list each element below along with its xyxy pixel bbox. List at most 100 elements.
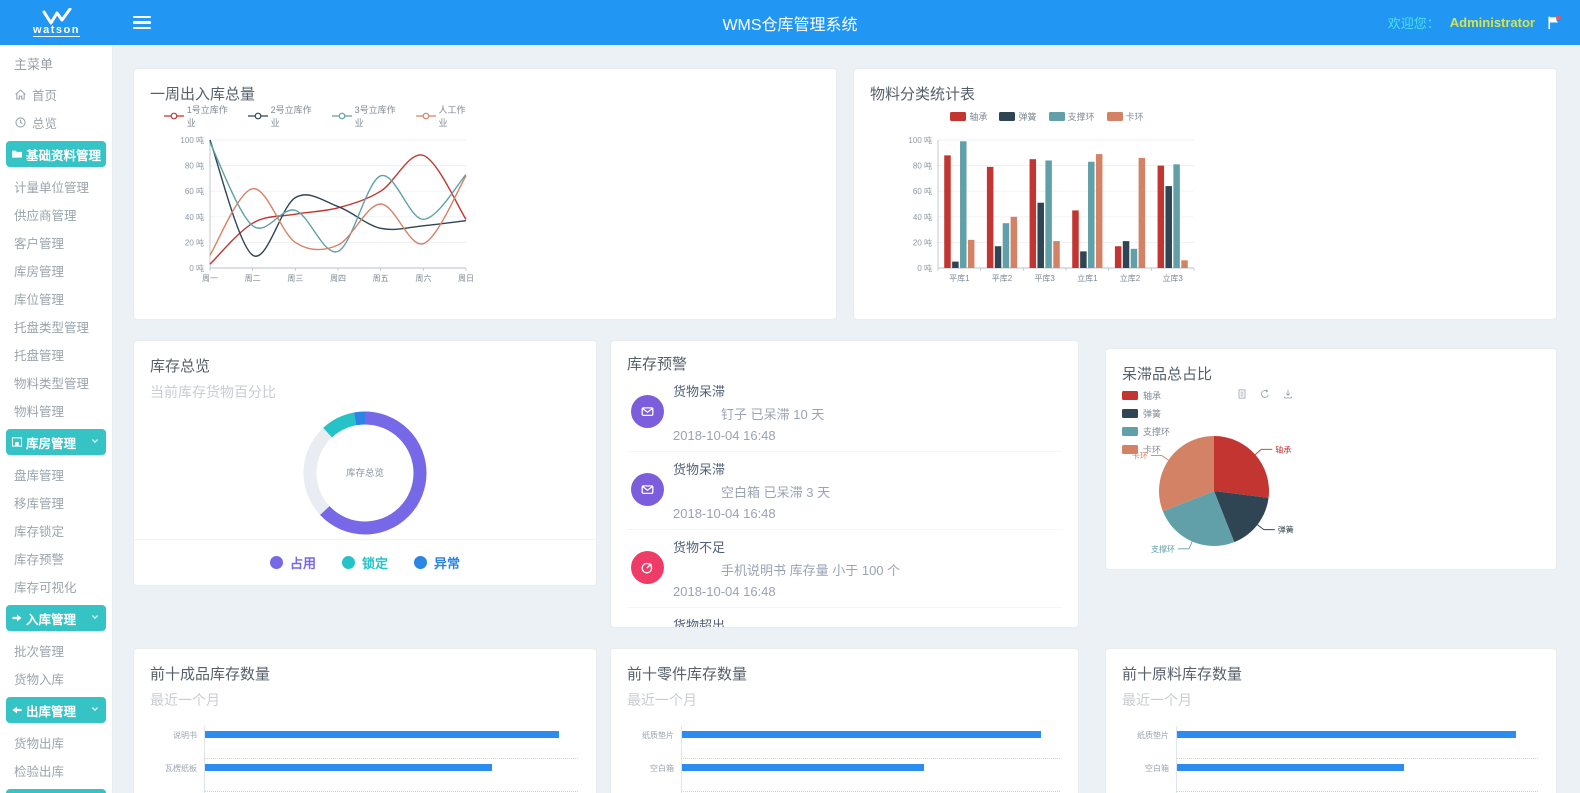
sidebar-item-库存可视化[interactable]: 库存可视化	[0, 572, 112, 600]
sidebar-item-物料类型管理[interactable]: 物料类型管理	[0, 368, 112, 396]
sidebar-item-盘库管理[interactable]: 盘库管理	[0, 460, 112, 488]
chart-toolbox	[1236, 387, 1294, 405]
legend-item-异常[interactable]: 异常	[414, 553, 460, 572]
folder-icon	[12, 150, 22, 158]
page-title: WMS仓库管理系统	[722, 16, 858, 34]
download-icon[interactable]	[1282, 387, 1294, 405]
legend-item-弹簧[interactable]: 弹簧	[999, 110, 1037, 123]
legend-item-人工作业[interactable]: 人工作业	[415, 103, 474, 129]
weekly-io-line-chart: 1号立库作业 2号立库作业 3号立库作业 人工作业 0 吨 20 吨 40 吨 60 吨 80 …	[164, 103, 474, 307]
legend-item-支撑环[interactable]: 支撑环	[1048, 110, 1095, 123]
legend-item-3号立库作业[interactable]: 3号立库作业	[331, 103, 404, 129]
sidebar-item-label: 货物入库	[14, 672, 65, 687]
alert-desc: 钉子 已呆滞 10 天	[721, 407, 825, 422]
hbar-label: 空白箱	[1145, 764, 1169, 773]
svg-text:立库2: 立库2	[1120, 273, 1141, 283]
svg-text:60 吨: 60 吨	[913, 186, 932, 196]
sidebar-item-首页[interactable]: 首页	[0, 80, 112, 108]
parts-hbar-chart: 纸质垫片空白箱彩卡说明书	[627, 726, 1062, 793]
sidebar-group-partial[interactable]	[6, 789, 106, 793]
sidebar-group-入库管理[interactable]: 入库管理	[6, 605, 106, 631]
svg-text:60 吨: 60 吨	[185, 186, 204, 196]
sidebar-item-货物出库[interactable]: 货物出库	[0, 728, 112, 756]
hbar-label: 纸质垫片	[642, 731, 674, 740]
sidebar-item-供应商管理[interactable]: 供应商管理	[0, 200, 112, 228]
svg-text:周二: 周二	[245, 274, 261, 283]
hbar-row-空白箱: 空白箱	[1122, 759, 1540, 792]
card-title: 库存预警	[627, 356, 688, 373]
alert-time: 2018-10-04 16:48	[673, 584, 776, 599]
flag-notification-icon[interactable]	[1545, 14, 1562, 31]
svg-text:0 吨: 0 吨	[917, 263, 932, 273]
sidebar-item-货物入库[interactable]: 货物入库	[0, 664, 112, 692]
sidebar-item-批次管理[interactable]: 批次管理	[0, 636, 112, 664]
sidebar-item-库存预警[interactable]: 库存预警	[0, 544, 112, 572]
sidebar-section-label: 主菜单	[14, 57, 54, 72]
sidebar-item-库存锁定[interactable]: 库存锁定	[0, 516, 112, 544]
restore-icon[interactable]	[1259, 387, 1271, 405]
svg-text:立库3: 立库3	[1162, 273, 1183, 283]
sidebar-item-客户管理[interactable]: 客户管理	[0, 228, 112, 256]
legend-item-轴承[interactable]: 轴承	[950, 110, 987, 123]
alert-title: 货物呆滞	[673, 462, 726, 477]
username[interactable]: Administrator	[1449, 15, 1535, 30]
legend-item-卡环[interactable]: 卡环	[1106, 110, 1144, 123]
sidebar-item-检验出库[interactable]: 检验出库	[0, 756, 112, 784]
hbar-label: 空白箱	[650, 764, 674, 773]
card-title: 呆滞品总占比	[1122, 366, 1213, 383]
sidebar-item-label: 批次管理	[14, 644, 65, 659]
dataview-icon[interactable]	[1236, 387, 1248, 405]
legend-item-轴承[interactable]: 轴承	[1122, 389, 1170, 402]
svg-text:100 吨: 100 吨	[908, 135, 932, 145]
alert-title: 货物呆滞	[673, 384, 726, 399]
logo[interactable]: watson	[0, 0, 113, 45]
sidebar-item-库位管理[interactable]: 库位管理	[0, 284, 112, 312]
legend-item-1号立库作业[interactable]: 1号立库作业	[164, 103, 236, 129]
sidebar-item-托盘类型管理[interactable]: 托盘类型管理	[0, 312, 112, 340]
sidebar-item-物料管理[interactable]: 物料管理	[0, 396, 112, 424]
legend-item-占用[interactable]: 占用	[269, 553, 316, 572]
mail-icon	[631, 473, 664, 506]
sidebar-item-计量单位管理[interactable]: 计量单位管理	[0, 172, 112, 200]
finished-goods-hbar-chart: 说明书瓦楞纸板纸质垫片空白箱	[150, 726, 580, 793]
alert-item: 货物呆滞 空白箱 已呆滞 3 天 2018-10-04 16:48	[627, 451, 1062, 529]
card-subtitle: 当前库存货物百分比	[150, 384, 276, 400]
sidebar-item-label: 库房管理	[14, 264, 65, 279]
app-header: watson WMS仓库管理系统 欢迎您： Administrator	[0, 0, 1580, 45]
sidebar-item-label: 托盘类型管理	[14, 320, 90, 335]
storeroom-icon	[11, 437, 23, 447]
card-title: 前十成品库存数量	[150, 666, 271, 683]
logo-w-icon	[42, 8, 71, 25]
legend-item-锁定[interactable]: 锁定	[341, 553, 388, 572]
sidebar-item-总览[interactable]: 总览	[0, 108, 112, 136]
legend-item-卡环[interactable]: 卡环	[1122, 443, 1170, 456]
legend-item-支撑环[interactable]: 支撑环	[1122, 425, 1170, 438]
sidebar-item-库房管理[interactable]: 库房管理	[0, 256, 112, 284]
legend-dot	[414, 556, 427, 569]
sidebar-item-label: 客户管理	[14, 236, 65, 251]
svg-text:卡环: 卡环	[1132, 451, 1148, 461]
card-title: 前十原料库存数量	[1122, 666, 1243, 683]
svg-text:20 吨: 20 吨	[185, 237, 204, 247]
sidebar-item-移库管理[interactable]: 移库管理	[0, 488, 112, 516]
alert-item: 货物呆滞 钉子 已呆滞 10 天 2018-10-04 16:48	[627, 374, 1062, 451]
sidebar-group-出库管理[interactable]: 出库管理	[6, 697, 106, 723]
arrow-out-icon	[12, 706, 22, 714]
chart-legend: 轴承 弹簧 支撑环 卡环	[892, 106, 1202, 126]
sidebar-item-托盘管理[interactable]: 托盘管理	[0, 340, 112, 368]
menu-toggle-button[interactable]	[129, 9, 155, 37]
sidebar-group-库房管理[interactable]: 库房管理	[6, 429, 106, 455]
sidebar-item-label: 总览	[32, 116, 58, 131]
sidebar-group-label: 入库管理	[26, 612, 77, 627]
sidebar-group-基础资料管理[interactable]: 基础资料管理	[6, 141, 106, 167]
card-top-raw-materials: 前十原料库存数量 最近一个月 纸质垫片空白箱彩卡说明书	[1105, 648, 1557, 793]
svg-text:20 吨: 20 吨	[913, 237, 932, 247]
welcome-label: 欢迎您：	[1387, 16, 1440, 31]
hbar-bar	[1177, 764, 1405, 771]
hbar-label: 瓦楞纸板	[165, 764, 197, 773]
legend-item-弹簧[interactable]: 弹簧	[1122, 407, 1170, 420]
card-inventory-alerts: 库存预警 货物呆滞 钉子 已呆滞 10 天 2018-10-04 16:48 货物呆滞…	[610, 340, 1079, 628]
main-content: 一周出入库总量 1号立库作业 2号立库作业 3号立库作业 人工作业 0 吨 20 吨 40 …	[113, 45, 1580, 793]
legend-item-2号立库作业[interactable]: 2号立库作业	[247, 103, 320, 129]
card-top-finished-goods: 前十成品库存数量 最近一个月 说明书瓦楞纸板纸质垫片空白箱	[133, 648, 597, 793]
